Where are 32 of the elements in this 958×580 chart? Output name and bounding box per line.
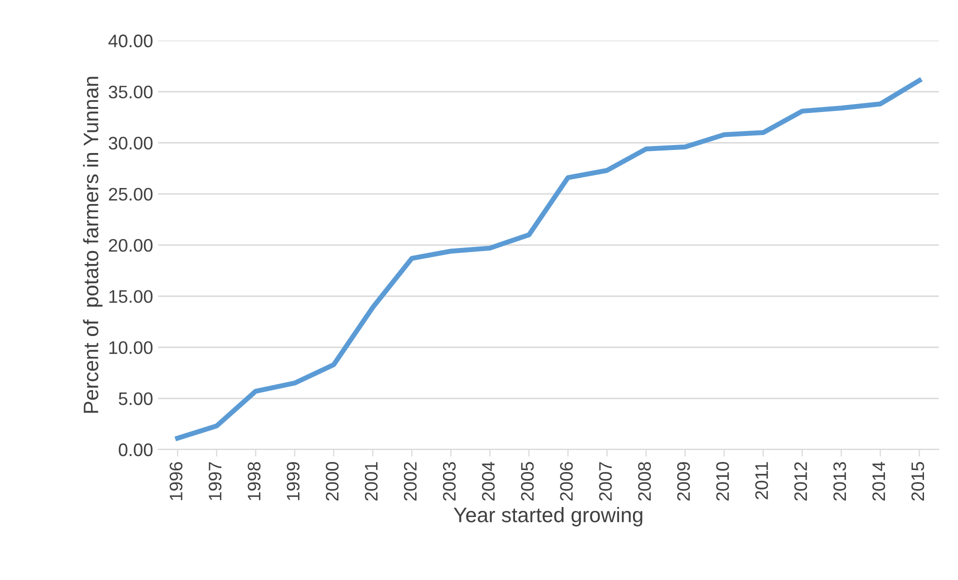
x-tick-label: 2003 (442, 462, 456, 501)
x-tick-label: 2008 (638, 462, 651, 501)
x-tick-label: 2000 (326, 462, 339, 501)
y-tick-label: 15.00 (109, 290, 153, 303)
x-tick-label: 2009 (677, 462, 690, 501)
x-tick-label: 1999 (286, 462, 300, 500)
y-tick-label: 30.00 (108, 136, 153, 150)
y-tick-label: 40.00 (108, 34, 153, 48)
x-tick-label: 1998 (248, 462, 261, 500)
x-tick-label: 2010 (716, 462, 729, 501)
x-tick-label: 2006 (560, 462, 573, 501)
x-tick-label: 2001 (364, 462, 378, 501)
x-tick-label: 2002 (404, 462, 417, 501)
x-tick-label: 1996 (170, 462, 182, 500)
x-tick-label: 2014 (872, 462, 886, 501)
y-tick-label: 20.00 (108, 238, 153, 252)
x-tick-label: 2004 (482, 462, 495, 501)
x-tick-label: 2005 (520, 462, 534, 501)
line-series (175, 78, 922, 441)
y-tick-label: 10.00 (109, 341, 153, 354)
x-axis-title: Year started growing (454, 507, 642, 526)
y-tick-label: 5.00 (118, 392, 153, 406)
x-tick-label: 2007 (599, 462, 612, 501)
x-tick-label: 1997 (208, 462, 222, 500)
y-tick-label: 25.00 (108, 188, 153, 201)
x-tick-label: 2012 (794, 462, 808, 501)
y-tick-label: 35.00 (108, 86, 153, 98)
x-tick-label: 2013 (833, 462, 846, 501)
y-tick-label: 0.00 (118, 443, 153, 456)
y-axis-title: Percent of potato farmers in Yunnan (83, 76, 102, 413)
x-tick-label: 2015 (911, 462, 924, 501)
x-tick-label: 2011 (755, 462, 768, 500)
